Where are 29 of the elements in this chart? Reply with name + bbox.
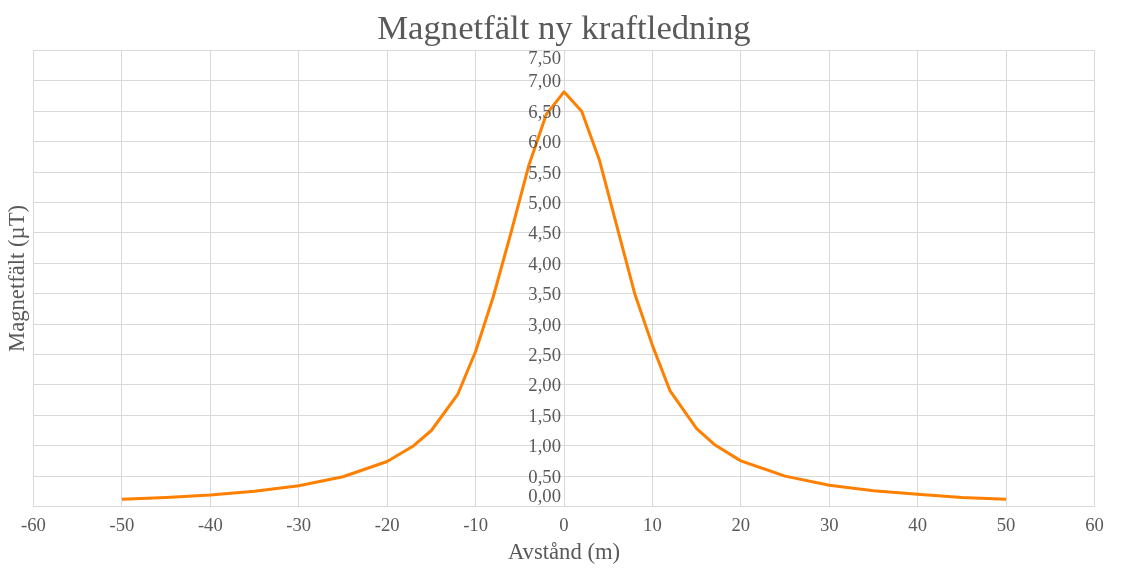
y-axis-title: Magnetfält (µT) <box>3 204 29 353</box>
y-tick-label: 7,00 <box>528 70 562 92</box>
x-tick-label: 40 <box>908 513 927 535</box>
y-tick-label: 1,50 <box>528 404 562 426</box>
y-tick-label: 4,50 <box>528 222 562 244</box>
x-tick-label: 0 <box>559 513 569 535</box>
y-tick-label: 2,00 <box>528 374 562 396</box>
y-tick-label: 7,50 <box>528 46 562 68</box>
x-tick-label: -40 <box>197 513 223 535</box>
x-tick-label: -20 <box>374 513 400 535</box>
x-tick-label: -60 <box>21 513 46 535</box>
x-axis-title: Avstånd (m) <box>507 538 621 564</box>
x-tick-label: -50 <box>109 513 135 535</box>
y-tick-label: 4,00 <box>528 252 562 274</box>
y-tick-label: 3,00 <box>528 313 562 335</box>
y-tick-label: 2,50 <box>528 344 562 365</box>
y-tick-label: 1,00 <box>528 435 562 457</box>
y-tick-label: 5,00 <box>528 192 562 213</box>
x-tick-label: 30 <box>819 513 839 535</box>
chart-title: Magnetfält ny kraftledning <box>377 7 751 46</box>
x-tick-label: -30 <box>286 513 312 535</box>
x-tick-label: 50 <box>996 513 1016 535</box>
x-tick-label: 20 <box>731 513 751 535</box>
y-tick-label: 5,50 <box>528 161 562 183</box>
x-tick-label: 10 <box>643 513 662 535</box>
x-tick-label: -10 <box>463 513 489 535</box>
x-tick-label: 60 <box>1085 513 1104 535</box>
y-tick-label: 0,50 <box>528 465 562 487</box>
y-tick-label: 3,50 <box>528 283 562 305</box>
